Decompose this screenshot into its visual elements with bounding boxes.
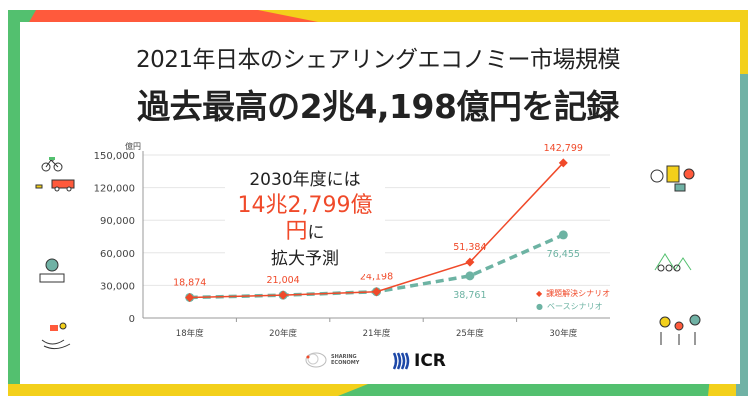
icr-mark-icon [392, 352, 410, 370]
problem-point [185, 292, 195, 302]
person-laptop-icon [39, 258, 65, 283]
hands-sharing-icon [41, 322, 71, 350]
title-line-2: 過去最高の2兆4,198億円を記録 [137, 87, 619, 126]
problem-point [558, 158, 568, 168]
callout-highlight: 14兆2,799億円に [227, 193, 383, 246]
y-tick-label: 90,000 [100, 216, 135, 227]
y-tick-label: 0 [129, 314, 135, 325]
base-point [558, 230, 568, 240]
problem-point [465, 257, 475, 267]
y-axis-label: 億円 [125, 141, 141, 151]
callout-value: 14兆2,799億円 [237, 193, 373, 244]
x-tick-label: 21年度 [363, 328, 391, 339]
callout-line1: 2030年度には [249, 170, 361, 190]
base-point [465, 271, 475, 281]
legend-label: ベースシナリオ [546, 302, 603, 311]
title-line-1: 2021年日本のシェアリングエコノミー市場規模 [135, 47, 621, 73]
callout-suffix: に [307, 223, 325, 243]
y-tick-label: 120,000 [94, 184, 135, 195]
travel-icon [650, 165, 695, 192]
legend-base: ● ベースシナリオ [536, 301, 603, 312]
sharing-economy-logo: SHARING ECONOMY [305, 350, 363, 370]
problem-data-label: 21,004 [266, 275, 299, 286]
base-data-label: 38,761 [453, 290, 486, 301]
x-tick-label: 18年度 [176, 328, 204, 339]
houses-people-icon [654, 253, 692, 272]
diamond-icon: ◆ [536, 289, 543, 298]
car-icon [35, 179, 75, 192]
legend-label: 課題解決シナリオ [546, 289, 611, 298]
y-tick-label: 60,000 [100, 249, 135, 260]
y-tick-label: 30,000 [100, 281, 135, 292]
base-data-label: 76,455 [547, 249, 580, 260]
left-illustrations [35, 157, 75, 350]
forecast-callout: 2030年度には 14兆2,799億円に 拡大予測 [225, 165, 385, 274]
problem-point [278, 290, 288, 300]
x-tick-label: 25年度 [456, 328, 484, 339]
icr-logo: ICR [392, 351, 446, 371]
x-tick-label: 20年度 [269, 328, 297, 339]
icr-text: ICR [414, 351, 446, 371]
legend-problem: ◆ 課題解決シナリオ [536, 288, 610, 299]
sharing-economy-mark-icon [305, 352, 327, 368]
sharing-economy-text: SHARING ECONOMY [331, 354, 360, 366]
right-illustrations [650, 165, 701, 345]
problem-data-label: 142,799 [544, 143, 583, 154]
family-icon [659, 314, 701, 345]
y-tick-label: 150,000 [94, 151, 135, 162]
problem-point [372, 287, 381, 297]
problem-data-label: 18,874 [173, 277, 206, 288]
problem-data-label: 51,384 [453, 242, 486, 253]
problem-data-label: 24,198 [360, 272, 393, 283]
x-tick-label: 30年度 [549, 328, 577, 339]
circle-icon: ● [536, 302, 543, 311]
bicycle-icon [41, 157, 63, 172]
callout-line3: 拡大予測 [271, 249, 339, 269]
